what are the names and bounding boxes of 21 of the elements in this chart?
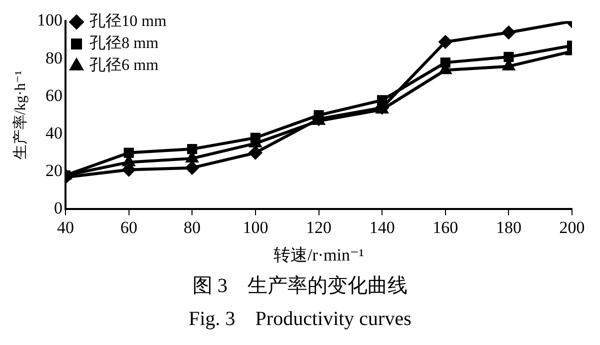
y-tick-label: 100 [37, 10, 62, 30]
y-tick-label: 60 [46, 86, 62, 105]
x-tick-label: 120 [306, 218, 332, 237]
y-axis-title: 生产率/kg·h⁻¹ [12, 70, 29, 160]
x-tick-label: 180 [496, 218, 522, 237]
legend-label: 孔径10 mm [90, 13, 167, 30]
x-tick-label: 80 [184, 218, 201, 237]
x-axis-title: 转速/r·min⁻¹ [273, 245, 364, 264]
y-tick-label: 80 [46, 48, 62, 68]
y-tick-label: 0 [54, 198, 62, 218]
x-tick-label: 200 [559, 218, 585, 237]
y-tick-label: 20 [46, 161, 62, 180]
text: Fig. 3 Productivity curves [188, 307, 412, 332]
legend-label: 孔径8 mm [90, 35, 159, 52]
legend-label: 孔径6 mm [90, 57, 159, 74]
x-tick-label: 160 [432, 218, 458, 237]
y-tick-label: 40 [46, 123, 62, 142]
text: 图 3 生产率的变化曲线 [192, 274, 408, 299]
x-tick-label: 140 [369, 218, 395, 237]
x-tick-label: 100 [242, 218, 268, 237]
x-tick-label: 60 [120, 218, 138, 237]
